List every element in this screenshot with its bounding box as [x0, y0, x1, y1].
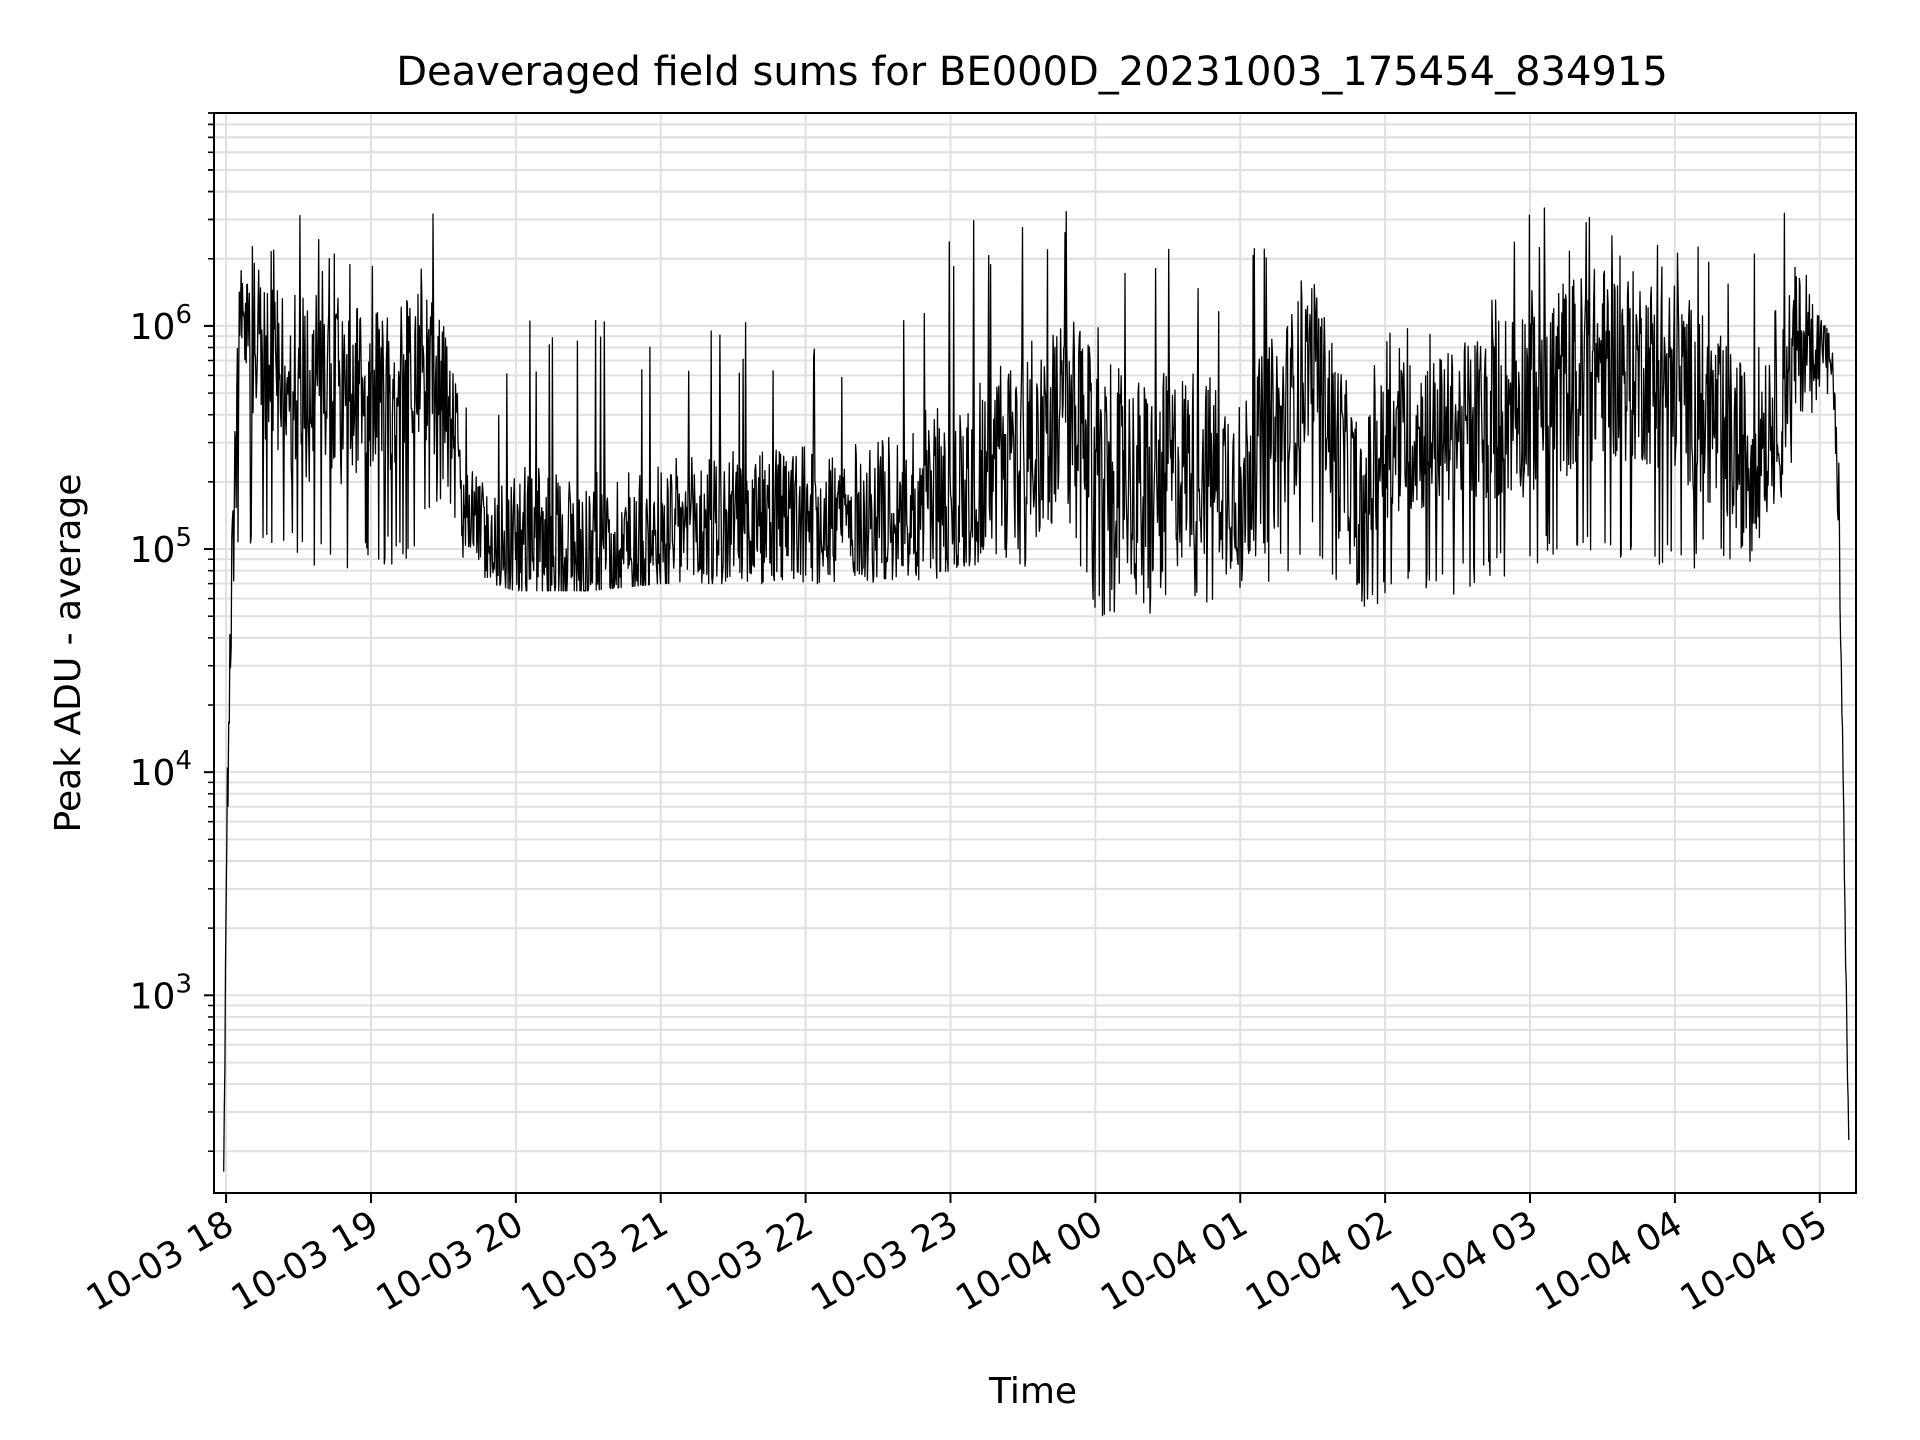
- grid: [214, 112, 1856, 1193]
- plot-frame: [213, 112, 1857, 1194]
- x-axis-label: Time: [988, 1371, 1077, 1412]
- series-line-peak-adu: [223, 207, 1850, 1172]
- x-tick-label: 10-04 00: [949, 1203, 1110, 1319]
- y-tick-label: 103: [130, 969, 192, 1017]
- x-tick-label: 10-04 03: [1384, 1203, 1545, 1319]
- y-axis-label: Peak ADU - average: [48, 474, 89, 833]
- x-tick-label: 10-03 23: [804, 1203, 965, 1319]
- x-tick-label: 10-04 02: [1239, 1203, 1400, 1319]
- y-axis: 103 104 105 106: [130, 112, 214, 1153]
- x-tick-label: 10-04 01: [1094, 1203, 1255, 1319]
- x-tick-label: 10-03 21: [515, 1203, 676, 1319]
- x-tick-label: 10-04 04: [1529, 1203, 1690, 1319]
- x-tick-label: 10-04 05: [1674, 1203, 1835, 1319]
- x-tick-label: 10-03 20: [370, 1203, 531, 1319]
- y-tick-label: 104: [130, 746, 192, 794]
- chart-title: Deaveraged field sums for BE000D_2023100…: [396, 49, 1668, 95]
- x-tick-label: 10-03 18: [80, 1203, 241, 1319]
- y-tick-label: 106: [130, 300, 192, 348]
- x-tick-label: 10-03 19: [225, 1203, 386, 1319]
- y-tick-label: 105: [130, 523, 192, 571]
- x-tick-label: 10-03 22: [659, 1203, 820, 1319]
